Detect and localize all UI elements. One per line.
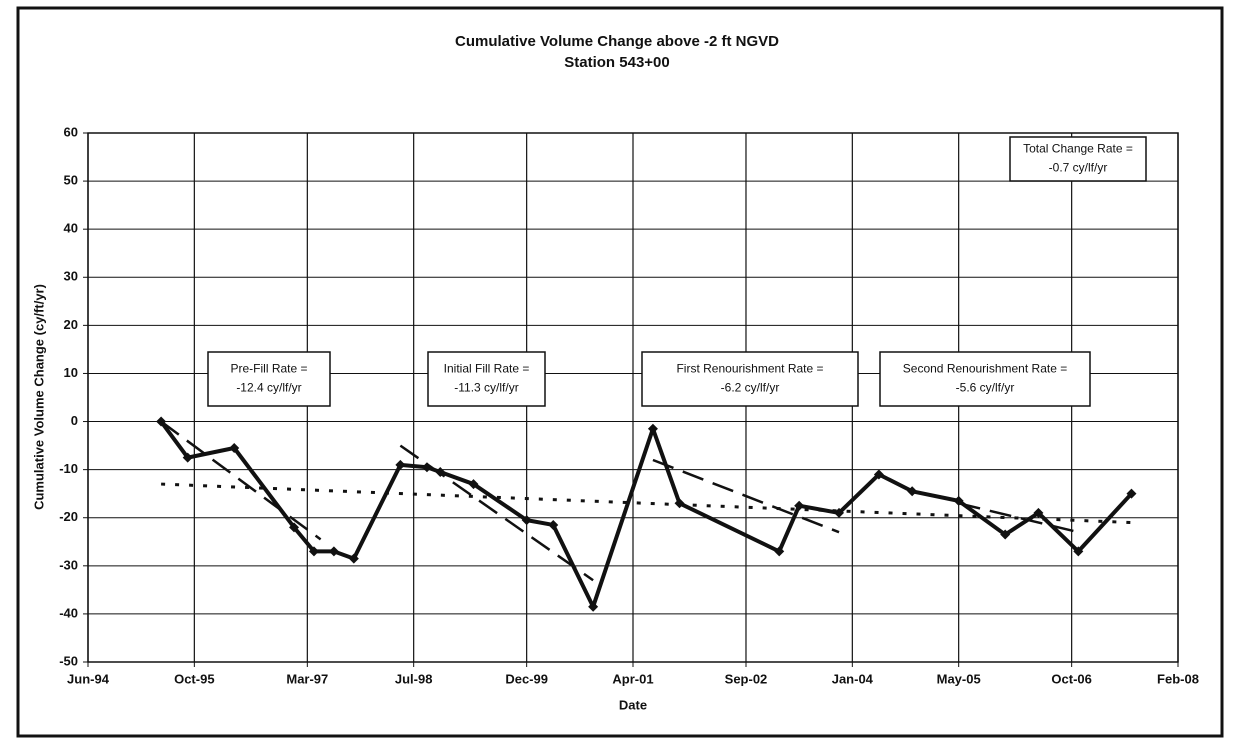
x-tick-label: Jun-94 — [67, 671, 110, 686]
data-point — [588, 601, 599, 612]
data-point — [289, 522, 300, 533]
annotation-box — [427, 351, 546, 407]
y-tick-label: -50 — [59, 653, 78, 668]
data-point — [1073, 546, 1084, 557]
y-tick-label: -40 — [59, 605, 78, 620]
y-tick-label: -10 — [59, 461, 78, 476]
annotation-box — [1009, 136, 1147, 182]
annotation-text: Second Renourishment Rate = — [903, 362, 1067, 376]
annotation-text: Total Change Rate = — [1023, 142, 1133, 156]
y-tick-label: 60 — [64, 124, 78, 139]
series-line — [399, 444, 594, 582]
data-point — [308, 546, 319, 557]
series-line — [160, 420, 322, 541]
y-tick-label: -30 — [59, 557, 78, 572]
x-tick-label: Jan-04 — [832, 671, 874, 686]
annotation-box — [207, 351, 331, 407]
data-point — [1000, 529, 1011, 540]
chart-subtitle: Station 543+00 — [564, 54, 669, 71]
x-axis-label: Date — [619, 697, 647, 712]
y-tick-label: 30 — [64, 269, 78, 284]
series-line — [958, 502, 1079, 534]
data-point — [647, 423, 658, 434]
data-point — [548, 519, 559, 530]
annotation-box — [641, 351, 859, 407]
data-point — [1126, 488, 1137, 499]
annotation-text: First Renourishment Rate = — [676, 362, 823, 376]
annotation-text: Initial Fill Rate = — [444, 362, 530, 376]
x-tick-label: May-05 — [937, 671, 981, 686]
y-tick-label: 10 — [64, 365, 78, 380]
series-line — [652, 458, 840, 534]
chart-title: Cumulative Volume Change above -2 ft NGV… — [455, 33, 779, 50]
x-tick-label: Apr-01 — [612, 671, 653, 686]
y-tick-label: 50 — [64, 173, 78, 188]
data-point — [395, 459, 406, 470]
data-point — [521, 515, 532, 526]
x-tick-label: Feb-08 — [1157, 671, 1199, 686]
y-tick-label: -20 — [59, 509, 78, 524]
annotation-text: -5.6 cy/lf/yr — [956, 381, 1015, 395]
annotation-text: -11.3 cy/lf/yr — [454, 381, 518, 395]
data-point — [873, 469, 884, 480]
data-point — [794, 500, 805, 511]
data-point — [348, 553, 359, 564]
annotation-text: -12.4 cy/lf/yr — [236, 381, 301, 395]
annotation-box — [879, 351, 1091, 407]
annotation-text: Pre-Fill Rate = — [230, 362, 307, 376]
data-point — [328, 546, 339, 557]
y-tick-label: 20 — [64, 317, 78, 332]
data-point — [182, 452, 193, 463]
annotation-text: -6.2 cy/lf/yr — [721, 381, 780, 395]
y-axis-label: Cumulative Volume Change (cy/ft/yr) — [31, 284, 46, 510]
data-point — [774, 546, 785, 557]
x-tick-label: Oct-95 — [174, 671, 214, 686]
data-point — [468, 479, 479, 490]
x-tick-label: Jul-98 — [395, 671, 433, 686]
x-tick-label: Oct-06 — [1051, 671, 1091, 686]
y-tick-label: 40 — [64, 221, 78, 236]
annotation-text: -0.7 cy/lf/yr — [1049, 161, 1108, 175]
x-tick-label: Sep-02 — [725, 671, 768, 686]
x-tick-label: Mar-97 — [286, 671, 328, 686]
x-tick-label: Dec-99 — [505, 671, 548, 686]
y-tick-label: 0 — [71, 413, 78, 428]
data-point — [907, 486, 918, 497]
data-point — [229, 442, 240, 453]
data-point — [1033, 507, 1044, 518]
